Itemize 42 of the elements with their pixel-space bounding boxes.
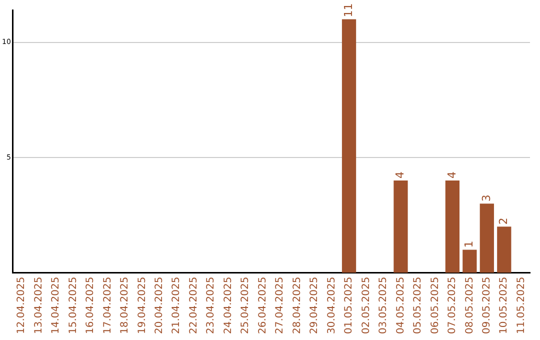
data-label: 3 xyxy=(480,194,493,202)
x-tick-label: 04.05.2025 xyxy=(395,276,406,334)
x-tick-label: 15.04.2025 xyxy=(68,276,79,334)
x-tick-label: 03.05.2025 xyxy=(378,276,390,334)
x-tick-label: 27.04.2025 xyxy=(274,276,286,334)
x-tick-label: 13.04.2025 xyxy=(33,276,44,334)
x-tick-label: 14.04.2025 xyxy=(50,276,62,334)
data-label: 4 xyxy=(394,172,407,179)
x-tick-label: 11.05.2025 xyxy=(516,276,527,334)
x-tick-label: 25.04.2025 xyxy=(240,276,252,334)
x-tick-label: 07.05.2025 xyxy=(447,276,458,334)
bar xyxy=(480,204,494,273)
bar xyxy=(497,226,512,273)
x-tick-label: 09.05.2025 xyxy=(482,276,493,334)
x-tick-label: 28.04.2025 xyxy=(292,276,303,334)
bar xyxy=(445,180,460,273)
x-tick-label: 01.05.2025 xyxy=(344,276,355,334)
x-tick-label: 21.04.2025 xyxy=(171,276,182,334)
x-tick-label: 30.04.2025 xyxy=(326,276,338,334)
x-tick-label: 05.05.2025 xyxy=(412,276,424,334)
bar xyxy=(342,19,356,273)
x-tick-label: 17.04.2025 xyxy=(102,276,114,334)
data-label: 11 xyxy=(342,3,355,18)
x-tick-label: 23.04.2025 xyxy=(206,276,217,334)
data-label: 4 xyxy=(445,172,458,179)
x-tick-label: 19.04.2025 xyxy=(136,276,148,334)
x-tick-label: 16.04.2025 xyxy=(85,276,96,334)
x-tick-label: 29.04.2025 xyxy=(309,276,320,334)
x-tick-label: 22.04.2025 xyxy=(188,276,200,334)
x-tick-label: 24.04.2025 xyxy=(222,276,234,334)
x-tick-label: 06.05.2025 xyxy=(430,276,441,334)
x-tick-label: 18.04.2025 xyxy=(120,276,131,334)
x-tick-label: 26.04.2025 xyxy=(257,276,268,334)
x-tick-label: 02.05.2025 xyxy=(360,276,372,334)
x-tick-label: 10.05.2025 xyxy=(498,276,510,334)
x-tick-label: 12.04.2025 xyxy=(16,276,28,334)
bar xyxy=(462,250,477,273)
data-label: 2 xyxy=(497,218,510,225)
x-tick-label: 08.05.2025 xyxy=(464,276,476,334)
x-tick-label: 20.04.2025 xyxy=(154,276,166,334)
bar xyxy=(394,180,408,273)
data-label: 1 xyxy=(462,240,476,248)
